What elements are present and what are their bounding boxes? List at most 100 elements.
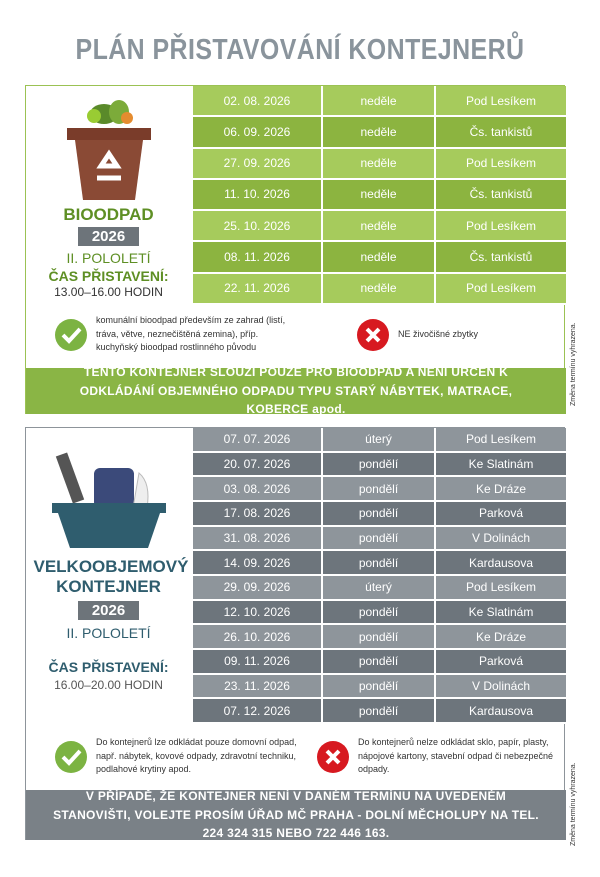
bulky-year: 2026 xyxy=(77,600,140,620)
bulky-name: VELKOOBJEMOVÝ KONTEJNER xyxy=(33,557,189,597)
bio-forbidden: NE živočišné zbytky xyxy=(398,329,479,339)
day-cell: neděle xyxy=(323,273,436,305)
day-cell: úterý xyxy=(323,428,436,453)
place-cell: Čs. tankistů xyxy=(436,179,566,212)
date-cell: 08. 11. 2026 xyxy=(193,242,323,274)
place-cell: V Dolinách xyxy=(436,674,566,700)
day-cell: pondělí xyxy=(323,526,436,552)
date-cell: 26. 10. 2026 xyxy=(193,625,323,650)
table-row: 25. 10. 2026 neděle Pod Lesíkem xyxy=(193,211,566,243)
table-row: 02. 08. 2026 neděle Pod Lesíkem xyxy=(193,86,566,118)
bio-panel: BIOODPAD 2026 II. POLOLETÍ ČAS PŘISTAVEN… xyxy=(26,86,191,306)
date-cell: 25. 10. 2026 xyxy=(193,211,323,243)
day-cell: neděle xyxy=(323,242,436,274)
forbidden-icon xyxy=(357,319,389,351)
bulky-allowed: Do kontejnerů lze odkládat pouze domovní… xyxy=(96,737,297,774)
table-row: 06. 09. 2026 neděle Čs. tankistů xyxy=(193,117,566,149)
table-row: 23. 11. 2026 pondělí V Dolinách xyxy=(193,674,566,700)
bio-time: 13.00–16.00 HODIN xyxy=(54,285,163,299)
place-cell: V Dolinách xyxy=(436,526,566,552)
place-cell: Pod Lesíkem xyxy=(436,148,566,180)
date-cell: 06. 09. 2026 xyxy=(193,117,323,149)
table-row: 07. 12. 2026 pondělí Kardausova xyxy=(193,699,566,724)
bio-notice: TENTO KONTEJNER SLOUŽÍ POUZE PRO BIOODPA… xyxy=(26,365,566,416)
table-row: 09. 11. 2026 pondělí Parková xyxy=(193,649,566,675)
place-cell: Ke Dráze xyxy=(436,477,566,502)
day-cell: neděle xyxy=(323,86,436,118)
side-note: Změna termínu vyhrazena. xyxy=(570,322,577,406)
date-cell: 17. 08. 2026 xyxy=(193,501,323,527)
allowed-icon xyxy=(55,319,87,351)
table-row: 07. 07. 2026 úterý Pod Lesíkem xyxy=(193,428,566,453)
allowed-icon xyxy=(55,741,87,773)
place-cell: Ke Slatinám xyxy=(436,452,566,478)
bulky-table: 07. 07. 2026 úterý Pod Lesíkem 20. 07. 2026… xyxy=(193,428,566,724)
bulky-forbidden: Do kontejnerů nelze odkládat sklo, papír… xyxy=(358,737,553,774)
bulky-time-label: ČAS PŘISTAVENÍ: xyxy=(48,658,169,675)
bio-year: 2026 xyxy=(77,227,140,246)
date-cell: 31. 08. 2026 xyxy=(193,526,323,552)
place-cell: Pod Lesíkem xyxy=(436,211,566,243)
date-cell: 11. 10. 2026 xyxy=(193,179,323,212)
date-cell: 14. 09. 2026 xyxy=(193,551,323,576)
place-cell: Pod Lesíkem xyxy=(436,575,566,601)
day-cell: pondělí xyxy=(323,699,436,724)
day-cell: pondělí xyxy=(323,649,436,675)
place-cell: Ke Slatinám xyxy=(436,600,566,626)
table-row: 17. 08. 2026 pondělí Parková xyxy=(193,501,566,527)
day-cell: pondělí xyxy=(323,600,436,626)
table-row: 03. 08. 2026 pondělí Ke Dráze xyxy=(193,477,566,502)
date-cell: 12. 10. 2026 xyxy=(193,600,323,626)
bulky-panel: VELKOOBJEMOVÝ KONTEJNER 2026 II. POLOLET… xyxy=(26,428,191,724)
table-row: 14. 09. 2026 pondělí Kardausova xyxy=(193,551,566,576)
bulky-period: II. POLOLETÍ xyxy=(66,624,151,641)
table-row: 12. 10. 2026 pondělí Ke Slatinám xyxy=(193,600,566,626)
bulky-notice: V PŘÍPADĚ, ŽE KONTEJNER NENÍ V DANÉM TER… xyxy=(26,789,566,840)
place-cell: Pod Lesíkem xyxy=(436,428,566,453)
date-cell: 23. 11. 2026 xyxy=(193,674,323,700)
date-cell: 27. 09. 2026 xyxy=(193,148,323,180)
page-title: PLÁN PŘISTAVOVÁNÍ KONTEJNERŮ xyxy=(75,34,525,66)
table-row: 20. 07. 2026 pondělí Ke Slatinám xyxy=(193,452,566,478)
date-cell: 29. 09. 2026 xyxy=(193,575,323,601)
bio-time-label: ČAS PŘISTAVENÍ: xyxy=(48,268,169,284)
table-row: 27. 09. 2026 neděle Pod Lesíkem xyxy=(193,148,566,180)
date-cell: 09. 11. 2026 xyxy=(193,649,323,675)
table-row: 22. 11. 2026 neděle Pod Lesíkem xyxy=(193,273,566,305)
day-cell: pondělí xyxy=(323,501,436,527)
bio-bin-icon xyxy=(66,100,151,200)
bio-name: BIOODPAD xyxy=(63,205,154,224)
forbidden-icon xyxy=(317,741,349,773)
date-cell: 02. 08. 2026 xyxy=(193,86,323,118)
bio-section: BIOODPAD 2026 II. POLOLETÍ ČAS PŘISTAVEN… xyxy=(25,85,566,416)
place-cell: Pod Lesíkem xyxy=(436,86,566,118)
table-row: 08. 11. 2026 neděle Čs. tankistů xyxy=(193,242,566,274)
table-row: 26. 10. 2026 pondělí Ke Dráze xyxy=(193,625,566,650)
table-row: 31. 08. 2026 pondělí V Dolinách xyxy=(193,526,566,552)
bulky-time: 16.00–20.00 HODIN xyxy=(54,677,163,692)
place-cell: Čs. tankistů xyxy=(436,117,566,149)
day-cell: úterý xyxy=(323,575,436,601)
day-cell: pondělí xyxy=(323,452,436,478)
table-row: 11. 10. 2026 neděle Čs. tankistů xyxy=(193,179,566,212)
place-cell: Parková xyxy=(436,501,566,527)
day-cell: neděle xyxy=(323,179,436,212)
day-cell: pondělí xyxy=(323,551,436,576)
side-note: Změna termínu vyhrazena. xyxy=(570,762,577,846)
date-cell: 20. 07. 2026 xyxy=(193,452,323,478)
table-row: 29. 09. 2026 úterý Pod Lesíkem xyxy=(193,575,566,601)
day-cell: neděle xyxy=(323,211,436,243)
day-cell: neděle xyxy=(323,148,436,180)
place-cell: Čs. tankistů xyxy=(436,242,566,274)
place-cell: Kardausova xyxy=(436,551,566,576)
place-cell: Parková xyxy=(436,649,566,675)
bulky-bin-icon xyxy=(51,452,166,548)
bulky-section: VELKOOBJEMOVÝ KONTEJNER 2026 II. POLOLET… xyxy=(25,427,566,840)
day-cell: pondělí xyxy=(323,477,436,502)
place-cell: Pod Lesíkem xyxy=(436,273,566,305)
date-cell: 22. 11. 2026 xyxy=(193,273,323,305)
date-cell: 07. 07. 2026 xyxy=(193,428,323,453)
day-cell: pondělí xyxy=(323,674,436,700)
day-cell: neděle xyxy=(323,117,436,149)
